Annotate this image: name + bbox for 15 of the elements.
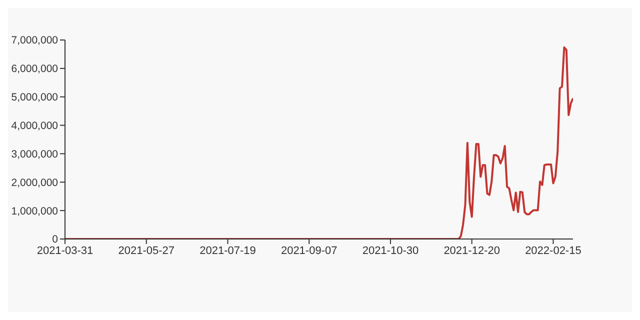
y-tick-label: 3,000,000 xyxy=(11,148,58,160)
x-tick-label: 2022-02-15 xyxy=(525,244,582,257)
x-tick-label: 2021-07-19 xyxy=(200,244,256,257)
x-tick-label: 2021-03-31 xyxy=(36,244,94,257)
y-tick-label: 1,000,000 xyxy=(11,205,58,218)
x-tick-label: 2021-09-07 xyxy=(280,244,338,257)
y-tick-label: 4,000,000 xyxy=(11,120,58,132)
y-tick-label: 2,000,000 xyxy=(11,176,58,189)
y-tick-label: 7,000,000 xyxy=(11,34,58,47)
x-tick-label: 2021-12-20 xyxy=(444,244,500,257)
y-tick-label: 0 xyxy=(52,234,58,246)
y-tick-label: 5,000,000 xyxy=(11,92,58,104)
x-tick-label: 2021-10-30 xyxy=(362,244,419,257)
x-tick-label: 2021-05-27 xyxy=(118,244,175,257)
y-tick-label: 6,000,000 xyxy=(11,63,58,76)
